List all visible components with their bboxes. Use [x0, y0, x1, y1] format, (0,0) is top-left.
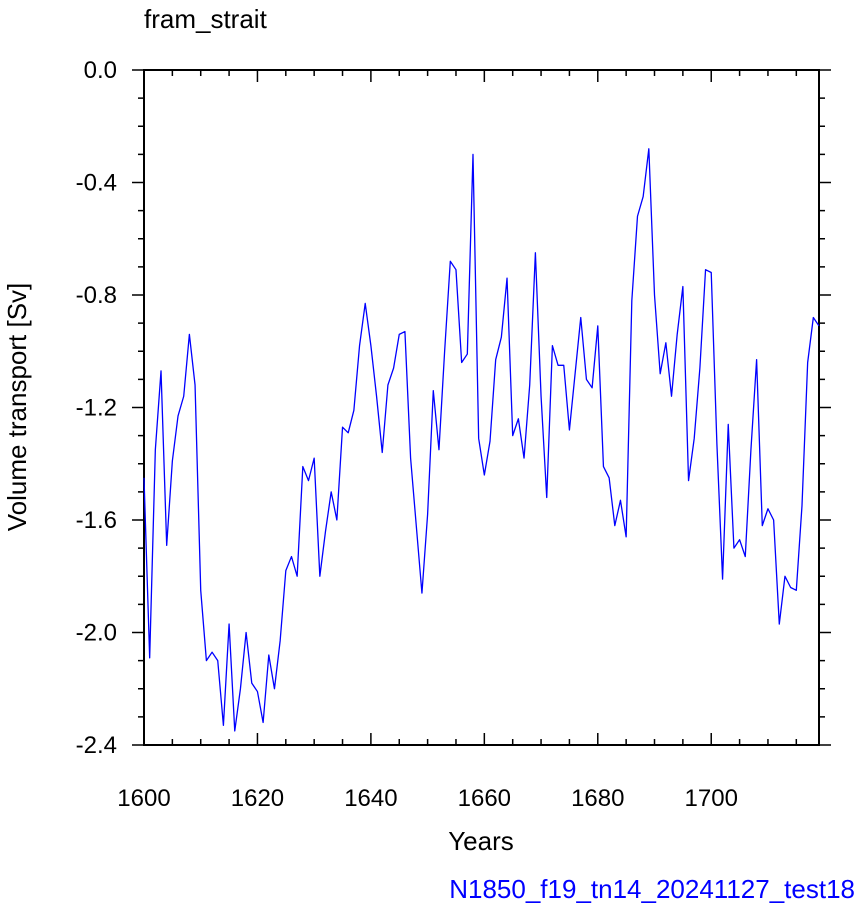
chart-title: fram_strait: [144, 4, 268, 34]
x-tick-label: 1660: [458, 785, 511, 812]
x-tick-labels: 1600 1620 1640 1660 1680 1700: [117, 785, 738, 812]
y-axis-label: Volume transport [Sv]: [2, 283, 32, 532]
x-tick-label: 1620: [231, 785, 284, 812]
y-tick-label: -1.2: [76, 395, 117, 422]
y-tick-label: 0.0: [84, 57, 117, 84]
y-tick-labels: 0.0 -0.4 -0.8 -1.2 -1.6 -2.0 -2.4: [76, 57, 117, 759]
x-tick-label: 1680: [571, 785, 624, 812]
case-name-label: N1850_f19_tn14_20241127_test18: [449, 874, 855, 904]
y-tick-label: -1.6: [76, 507, 117, 534]
volume-transport-line: [143, 148, 820, 732]
x-tick-label: 1640: [344, 785, 397, 812]
y-tick-label: -0.4: [76, 170, 117, 197]
x-axis-label: Years: [448, 826, 514, 856]
y-tick-label: -2.0: [76, 620, 117, 647]
axis-ticks: [132, 69, 831, 746]
x-tick-label: 1700: [685, 785, 738, 812]
x-tick-label: 1600: [117, 785, 170, 812]
y-tick-label: -0.8: [76, 282, 117, 309]
y-tick-label: -2.4: [76, 732, 117, 759]
